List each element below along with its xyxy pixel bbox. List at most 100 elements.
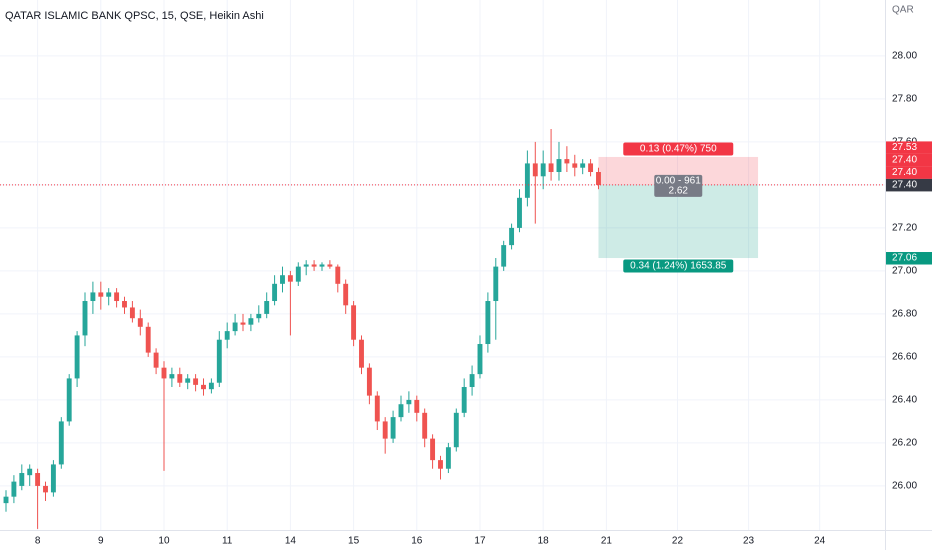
candle-body [469, 374, 475, 388]
candle-body [43, 485, 48, 493]
candle-body [343, 283, 349, 306]
price-tag-label: 27.40 [892, 155, 917, 166]
x-tick-label: 23 [743, 536, 755, 547]
price-tag-label: 27.06 [892, 253, 917, 264]
candle-body [3, 496, 9, 504]
candle-body [311, 264, 317, 267]
candle-body [485, 301, 491, 345]
candle-body [501, 245, 507, 267]
candle-body [596, 172, 601, 185]
candle-body [177, 374, 183, 383]
candle-body [422, 412, 428, 439]
candle-body [398, 404, 404, 418]
candle-body [272, 283, 278, 302]
candle-body [509, 227, 515, 246]
candle-body [256, 313, 262, 319]
candle-body [98, 292, 104, 297]
candle-body [208, 382, 214, 390]
candle-body [438, 460, 443, 469]
candle-body [556, 159, 562, 173]
candle-body [319, 264, 325, 267]
candle-body [517, 197, 522, 228]
candle-body [327, 264, 333, 267]
target-zone [598, 184, 759, 259]
candle-body [390, 417, 396, 439]
x-tick-label: 10 [158, 536, 170, 547]
candle-body [580, 163, 586, 168]
candle-body [287, 275, 293, 282]
candle-body [50, 464, 56, 493]
candle-body [169, 374, 175, 379]
candle-body [406, 399, 412, 405]
candle-body [114, 292, 120, 302]
candle-body [382, 421, 388, 439]
currency-label: QAR [892, 5, 914, 16]
candle-body [122, 301, 127, 308]
price-tag-label: 27.40 [892, 180, 917, 191]
y-tick-label: 28.00 [892, 51, 917, 62]
candle-body [280, 275, 285, 284]
candle-body [524, 163, 530, 198]
candle-body [145, 326, 151, 353]
price-tag [886, 141, 932, 154]
candle-body [161, 367, 167, 379]
candle-body [445, 447, 451, 469]
candle-body [359, 339, 364, 368]
stop-label: 0.13 (0.47%) 750 [640, 144, 717, 155]
y-tick-label: 27.00 [892, 266, 917, 277]
candle-body [493, 266, 499, 302]
x-tick-label: 17 [474, 536, 486, 547]
price-tag [886, 153, 932, 167]
candle-body [477, 344, 483, 375]
candle-body [295, 266, 301, 282]
candle-body [248, 318, 254, 325]
entry-label: 0.00 - 961 [656, 176, 701, 187]
candle-body [35, 473, 41, 486]
candle-body [27, 468, 33, 476]
candle-body [153, 352, 159, 368]
candle-body [11, 481, 17, 497]
candle-body [351, 305, 357, 340]
candle-body [19, 473, 25, 486]
candle-body [414, 399, 420, 413]
candle-body [224, 331, 230, 340]
x-tick-label: 11 [222, 536, 233, 547]
axes: 26.00 26.20 26.40 26.60 26.80 27.00 27.20 27.40… [35, 51, 932, 547]
candle-body [216, 339, 222, 383]
x-tick-label: 18 [538, 536, 550, 547]
candle-body [58, 421, 64, 465]
candle-body [137, 318, 143, 327]
candle-body [366, 367, 372, 396]
price-tag-label: 27.53 [892, 142, 917, 153]
x-tick-label: 9 [98, 536, 104, 547]
x-tick-label: 24 [814, 536, 826, 547]
candle-body [74, 335, 80, 379]
candles [3, 129, 601, 529]
y-tick-label: 26.80 [892, 309, 917, 320]
candle-body [588, 163, 594, 173]
y-tick-label: 27.80 [892, 94, 917, 105]
x-tick-label: 16 [411, 536, 423, 547]
y-tick-label: 26.60 [892, 352, 917, 363]
candle-body [572, 163, 578, 168]
price-tag-label: 27.40 [892, 167, 917, 178]
price-tag [886, 166, 932, 179]
candle-body [264, 301, 270, 314]
candle-body [82, 301, 88, 336]
target-label: 0.34 (1.24%) 1653.85 [630, 261, 727, 272]
candle-body [540, 163, 546, 177]
candle-body [461, 387, 467, 413]
candle-body [374, 395, 380, 422]
position-zones [598, 156, 759, 259]
candle-body [335, 266, 341, 284]
candle-body [185, 378, 191, 383]
y-tick-label: 27.20 [892, 223, 917, 234]
candle-body [453, 412, 459, 448]
candle-body [303, 264, 309, 267]
y-tick-label: 26.00 [892, 481, 917, 492]
candle-body [548, 163, 554, 173]
candle-body [193, 378, 199, 385]
